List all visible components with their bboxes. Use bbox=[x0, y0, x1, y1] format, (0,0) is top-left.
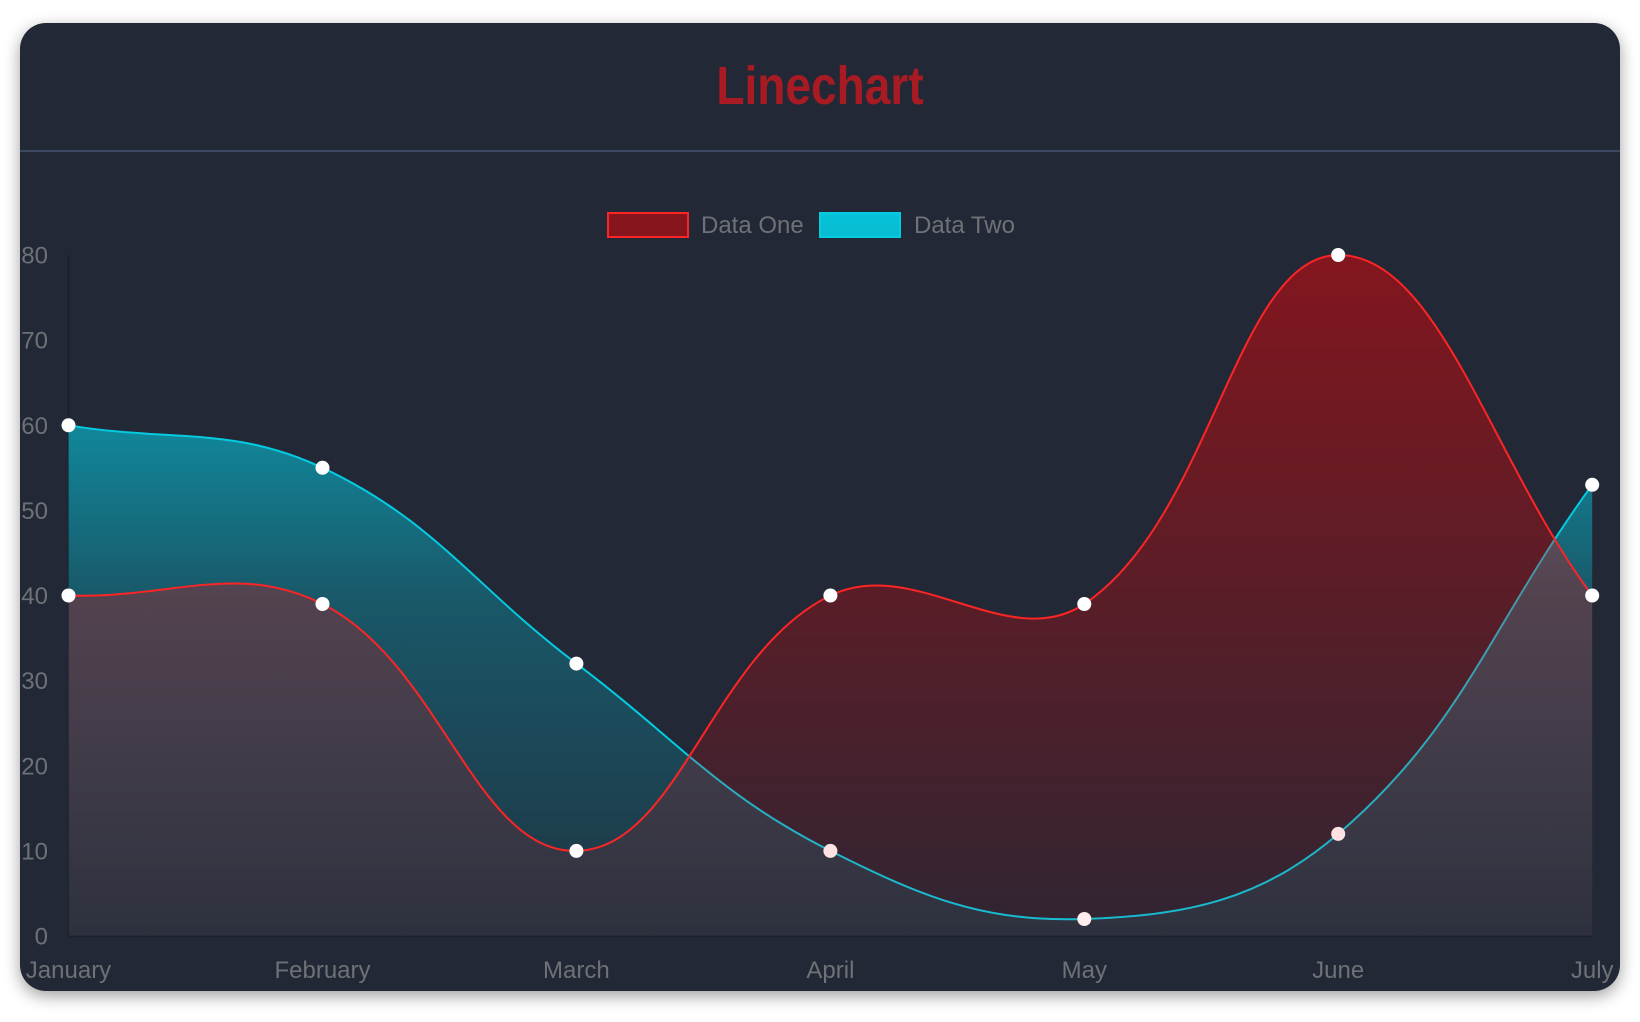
svg-text:June: June bbox=[1312, 957, 1364, 984]
svg-text:February: February bbox=[274, 957, 370, 984]
svg-text:0: 0 bbox=[35, 924, 48, 951]
svg-text:July: July bbox=[1571, 957, 1614, 984]
svg-text:10: 10 bbox=[21, 838, 48, 865]
svg-text:50: 50 bbox=[21, 498, 48, 525]
svg-text:30: 30 bbox=[21, 668, 48, 695]
svg-text:20: 20 bbox=[21, 753, 48, 780]
svg-text:60: 60 bbox=[21, 413, 48, 440]
svg-text:March: March bbox=[543, 957, 610, 984]
svg-text:80: 80 bbox=[21, 243, 48, 270]
svg-text:Data Two: Data Two bbox=[914, 212, 1015, 239]
svg-text:Data One: Data One bbox=[701, 212, 804, 239]
svg-text:70: 70 bbox=[21, 328, 48, 355]
svg-text:May: May bbox=[1062, 957, 1107, 984]
svg-text:January: January bbox=[26, 957, 111, 984]
svg-text:April: April bbox=[806, 957, 854, 984]
svg-text:40: 40 bbox=[21, 583, 48, 610]
